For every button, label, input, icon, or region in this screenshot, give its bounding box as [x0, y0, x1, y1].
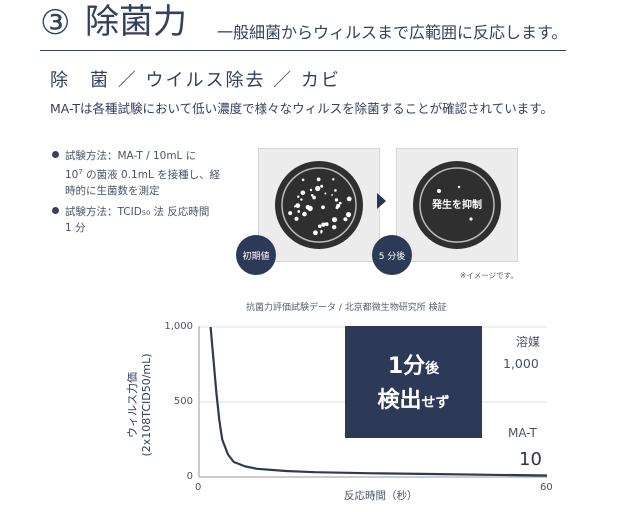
method-item-2: 試験方法：TCID₅₀ 法 反応時間 1 分 [52, 204, 252, 236]
chart-caption: 抗菌力評価試験データ / 北京都微生物研究所 検証 [246, 303, 447, 313]
section-heading: 除 菌 ／ ウイルス除去 ／ カビ [50, 70, 341, 91]
colony-dot [301, 178, 305, 182]
colony-dot [320, 231, 323, 234]
colony-dot [288, 211, 293, 216]
bullet-icon [52, 151, 59, 158]
x-tick-60: 60 [540, 482, 553, 493]
colony-dot [324, 222, 329, 227]
colony-dot [310, 194, 314, 197]
colony-dot [324, 192, 327, 195]
result-line2-main: 検出 [377, 388, 422, 413]
x-axis-label: 反応時間（秒） [344, 490, 418, 502]
method-2-line1: 試験方法：TCID₅₀ 法 反応時間 [65, 206, 210, 218]
result-line2: 検出せず [345, 382, 482, 414]
colony-dot [309, 188, 313, 192]
result-line1-small: 後 [425, 361, 440, 377]
mat-label: MA-T [508, 426, 537, 440]
method-1-line1: 試験方法：MA-T / 10mL に [65, 150, 197, 162]
method-1-line2-sup: 7 [78, 168, 83, 176]
colony-dot [302, 211, 307, 217]
colony-dot [297, 210, 301, 213]
y-tick-0: 0 [186, 471, 193, 482]
colony-dot [336, 203, 341, 208]
method-1-line2-post: の菌液 0.1mL を接種し、経 [82, 169, 221, 181]
petri-dish-initial-illustration [275, 161, 363, 249]
image-note: ※イメージです。 [460, 271, 518, 280]
after-5min-badge: 5 分後 [372, 235, 412, 275]
section-number: ③ [40, 3, 71, 43]
colony-dot [321, 205, 325, 210]
colony-dot [331, 217, 338, 223]
y-axis-label-line1: ウィルス力価 [126, 372, 139, 439]
x-tick-0: 0 [195, 482, 202, 493]
arrow-right-icon [377, 193, 386, 209]
colony-dot [334, 198, 339, 202]
y-tick-1000: 1,000 [164, 321, 193, 332]
bullet-icon [52, 207, 59, 214]
initial-value-badge: 初期値 [236, 235, 276, 275]
colony-dot [300, 190, 306, 196]
colony-dot [331, 194, 333, 196]
colony-dot [297, 195, 300, 198]
mat-value: 10 [519, 449, 542, 470]
colony-dot [300, 198, 303, 201]
colony-dot [346, 196, 352, 202]
colony-dot [345, 212, 352, 218]
colony-dot [339, 201, 342, 205]
colony-dot [295, 203, 301, 208]
page-subtitle: 一般細菌からウィルスまで広範囲に反応します。 [217, 23, 568, 42]
colony-dot [305, 204, 311, 210]
after-5min-label: 5 分後 [378, 251, 406, 262]
colony-dot [321, 222, 326, 227]
colony-dot [334, 189, 337, 192]
colony-dot [315, 185, 321, 192]
initial-value-label: 初期値 [242, 251, 270, 262]
method-2-line2: 1 分 [65, 222, 86, 234]
result-line1-main: 1分 [387, 354, 426, 379]
y-tick-500: 500 [173, 396, 193, 407]
mat-series-line [209, 326, 548, 477]
description-text: MA-Tは各種試験において低い濃度で様々なウィルスを除菌することが確認されていま… [50, 101, 554, 116]
method-1-line2-pre: 10 [65, 169, 79, 181]
petri-dish-after-illustration: 発生を抑制 [413, 161, 501, 249]
page-title: 除菌力 [85, 2, 187, 42]
solvent-label: 溶媒 [516, 335, 541, 349]
method-item-1: 試験方法：MA-T / 10mL に 107 の菌液 0.1mL を接種し、経 … [52, 148, 252, 199]
result-line2-small: せず [421, 395, 450, 411]
colony-dot [294, 216, 299, 221]
colony-dot [318, 224, 322, 229]
panel2-text: 発生を抑制 [431, 198, 482, 211]
method-1-line3: 時的に生菌数を測定 [65, 185, 160, 197]
result-line1: 1分後 [345, 348, 482, 380]
solvent-value: 1,000 [503, 356, 539, 371]
petri-dish-after-panel: 発生を抑制 [396, 148, 518, 262]
colony-dot [332, 225, 337, 230]
colony-dot [316, 177, 321, 182]
title-divider [40, 50, 566, 51]
colony-dot [313, 230, 318, 236]
result-callout: 1分後 検出せず [345, 326, 482, 438]
colony-dot [332, 178, 335, 181]
colony-dot [312, 195, 316, 200]
colony-dot [320, 184, 324, 188]
petri-dish-initial-panel [258, 148, 380, 262]
colony-dot [344, 218, 348, 222]
